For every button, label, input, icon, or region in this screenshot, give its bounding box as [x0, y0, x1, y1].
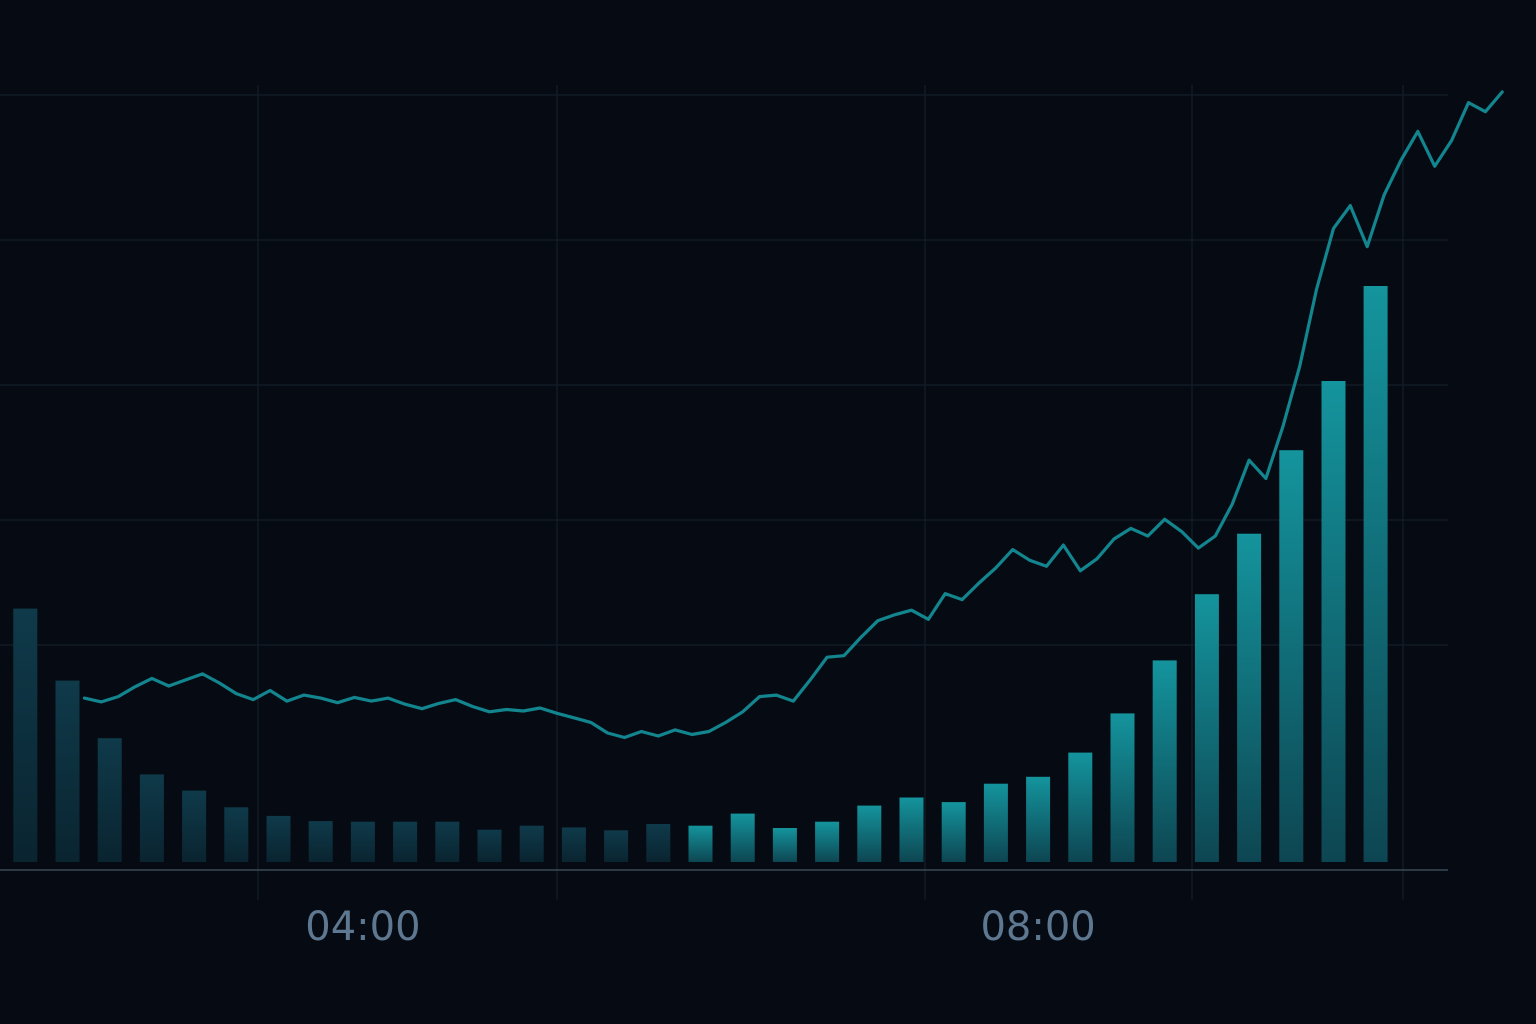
- volume-bar-13: [519, 825, 544, 862]
- volume-bar-8: [308, 821, 333, 862]
- volume-bar-2: [55, 680, 80, 862]
- x-tick-label-2: 08:00: [980, 904, 1095, 950]
- volume-bar-6: [224, 807, 249, 862]
- volume-bar-28: [1152, 660, 1177, 862]
- volume-bar-5: [182, 790, 207, 862]
- volume-bar-3: [97, 738, 122, 862]
- volume-bar-12: [477, 829, 502, 862]
- volume-bar-17: [688, 825, 713, 862]
- volume-bar-4: [139, 774, 164, 862]
- volume-bar-20: [815, 821, 840, 862]
- volume-bar-21: [857, 805, 882, 862]
- volume-bar-15: [604, 830, 629, 862]
- volume-bar-31: [1279, 450, 1304, 862]
- price-line-1: [82, 90, 1504, 740]
- volume-bar-25: [1026, 776, 1051, 862]
- volume-bar-22: [899, 797, 924, 862]
- volume-bar-32: [1321, 381, 1346, 862]
- volume-bar-18: [730, 813, 755, 862]
- volume-bar-26: [1068, 752, 1093, 862]
- volume-bar-7: [266, 815, 291, 862]
- price-series: [82, 90, 1504, 740]
- volume-bar-23: [941, 802, 966, 862]
- volume-bar-1: [13, 608, 38, 862]
- x-axis: 04:00 08:00: [0, 869, 1448, 950]
- gridlines: [0, 85, 1448, 900]
- volume-bars: [13, 286, 1388, 862]
- volume-bar-9: [350, 821, 375, 862]
- volume-bar-11: [435, 821, 460, 862]
- x-tick-label-1: 04:00: [305, 904, 420, 950]
- volume-bar-29: [1194, 594, 1219, 862]
- volume-bar-24: [983, 783, 1008, 862]
- volume-bar-27: [1110, 713, 1135, 862]
- volume-bar-19: [772, 828, 797, 862]
- volume-bar-16: [646, 824, 671, 862]
- volume-bar-10: [393, 821, 418, 862]
- volume-bar-14: [561, 827, 586, 862]
- volume-bar-30: [1237, 533, 1262, 862]
- volume-bar-33: [1363, 286, 1388, 862]
